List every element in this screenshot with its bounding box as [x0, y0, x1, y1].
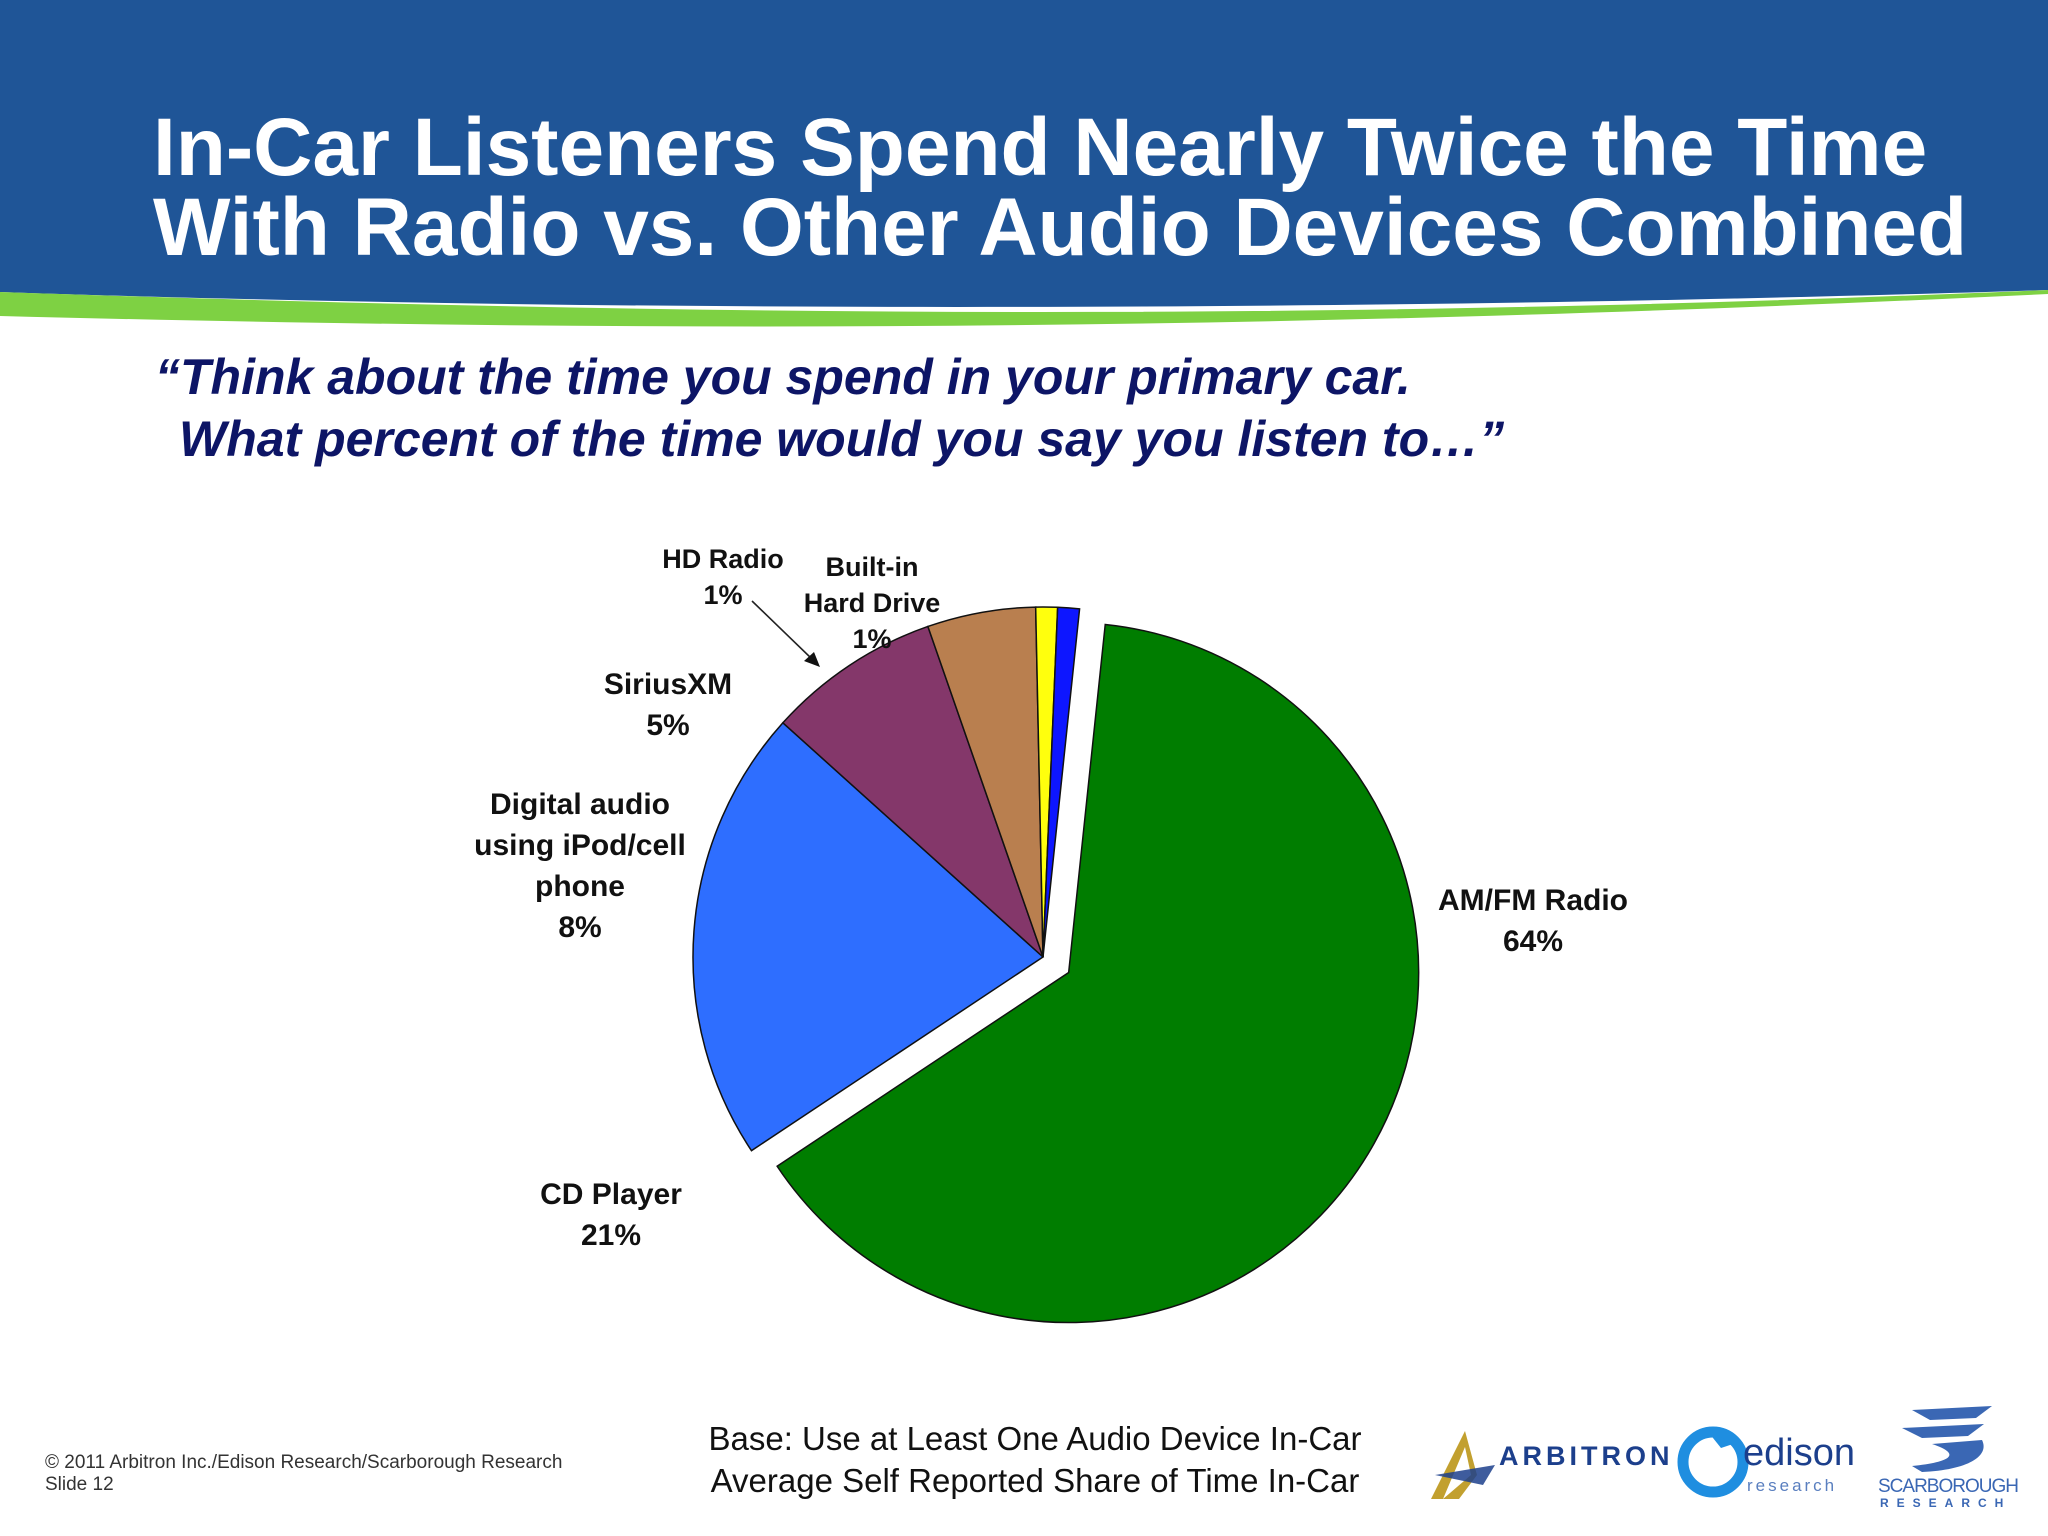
slide-title-line-2: With Radio vs. Other Audio Devices Combi…: [153, 182, 1968, 273]
pie-value-label: 64%: [1502, 925, 1564, 958]
survey-question: “Think about the time you spend in your …: [155, 346, 1755, 470]
scarborough-wordmark: SCARBOROUGH: [1878, 1476, 2019, 1497]
pie-label-text: Hard Drive: [803, 588, 941, 618]
pie-label-built-in-hard-drive: Built-in Hard Drive 1%: [804, 549, 941, 657]
pie-value-label: 1%: [852, 624, 892, 654]
pie-label-hd-radio: HD Radio 1%: [662, 541, 784, 613]
edison-mark-icon: [1677, 1426, 1749, 1498]
base-note: Base: Use at Least One Audio Device In-C…: [690, 1418, 1380, 1502]
survey-question-line-1: “Think about the time you spend in your …: [155, 349, 1411, 405]
pie-value-label: 8%: [558, 911, 602, 944]
pie-label-text: Built-in: [825, 552, 919, 582]
slide-title-line-1: In-Car Listeners Spend Nearly Twice the …: [153, 102, 1928, 193]
hd-radio-leader-arrow: [751, 600, 820, 667]
pie-label-digital-audio-using-ipod-cell-phone: Digital audio using iPod/cell phone 8%: [474, 784, 686, 948]
pie-slice-built-in-hard-drive: [1042, 606, 1081, 958]
pie-value-label: 5%: [646, 709, 690, 742]
survey-question-line-2: What percent of the time would you say y…: [179, 411, 1505, 467]
pie-label-cd-player: CD Player 21%: [540, 1174, 682, 1256]
pie-slice-am-fm-radio: [776, 623, 1420, 1324]
pie-label-text: phone: [534, 870, 625, 903]
pie-slice-digital-audio-using-ipod-cell-phone: [781, 625, 1044, 958]
pie-label-am-fm-radio: AM/FM Radio 64%: [1438, 880, 1628, 962]
slide-number: Slide 12: [45, 1474, 114, 1495]
copyright-note: © 2011 Arbitron Inc./Edison Research/Sca…: [45, 1452, 562, 1496]
pie-label-text: SiriusXM: [603, 668, 733, 701]
edison-logo: edison research: [1675, 1418, 1865, 1508]
slide-title: In-Car Listeners Spend Nearly Twice the …: [153, 102, 2013, 273]
scarborough-logo: SCARBOROUGH RESEARCH: [1872, 1400, 2022, 1510]
arbitron-mark-icon: [1431, 1431, 1495, 1499]
base-note-line-2: Average Self Reported Share of Time In-C…: [710, 1462, 1360, 1499]
slide-header: In-Car Listeners Spend Nearly Twice the …: [0, 0, 2048, 340]
arbitron-logo: ARBITRON: [1425, 1425, 1670, 1505]
pie-slice-cd-player: [692, 721, 1045, 1152]
header-banner: [0, 0, 2048, 327]
pie-label-text: using iPod/cell: [474, 829, 686, 862]
header-accent-stripe: [0, 290, 2048, 327]
pie-label-text: AM/FM Radio: [1438, 884, 1628, 917]
pie-label-siriusxm: SiriusXM 5%: [604, 664, 732, 746]
pie-label-text: CD Player: [540, 1178, 682, 1211]
edison-subtitle: research: [1747, 1476, 1838, 1495]
base-note-line-1: Base: Use at Least One Audio Device In-C…: [708, 1420, 1362, 1457]
copyright-line: © 2011 Arbitron Inc./Edison Research/Sca…: [45, 1452, 563, 1473]
pie-label-text: HD Radio: [662, 544, 784, 574]
pie-value-label: 1%: [703, 580, 743, 610]
arbitron-wordmark: ARBITRON: [1499, 1441, 1674, 1471]
scarborough-mark-icon: [1902, 1406, 1992, 1472]
edison-wordmark: edison: [1743, 1432, 1855, 1474]
scarborough-subtitle: RESEARCH: [1880, 1496, 2012, 1510]
pie-value-label: 21%: [580, 1219, 642, 1252]
pie-label-text: Digital audio: [489, 788, 670, 821]
